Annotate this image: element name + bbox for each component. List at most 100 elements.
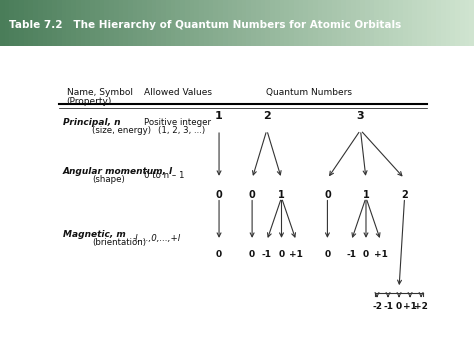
Bar bbox=[356, 0, 360, 46]
Bar bbox=[147, 0, 152, 46]
Bar bbox=[403, 0, 408, 46]
Bar bbox=[427, 0, 431, 46]
Bar bbox=[351, 0, 356, 46]
Bar bbox=[118, 0, 123, 46]
Bar bbox=[408, 0, 412, 46]
Bar bbox=[213, 0, 218, 46]
Bar bbox=[422, 0, 427, 46]
Bar bbox=[237, 0, 242, 46]
Bar bbox=[100, 0, 104, 46]
Bar bbox=[365, 0, 370, 46]
Text: (1, 2, 3, ...): (1, 2, 3, ...) bbox=[158, 126, 206, 135]
Bar bbox=[190, 0, 194, 46]
Bar bbox=[398, 0, 403, 46]
Bar bbox=[76, 0, 81, 46]
Bar bbox=[446, 0, 450, 46]
Text: 2: 2 bbox=[263, 111, 271, 121]
Text: 0: 0 bbox=[278, 250, 284, 260]
Bar bbox=[218, 0, 223, 46]
Text: (Property): (Property) bbox=[66, 97, 112, 106]
Bar bbox=[66, 0, 71, 46]
Bar bbox=[28, 0, 33, 46]
Bar bbox=[469, 0, 474, 46]
Bar bbox=[374, 0, 379, 46]
Bar bbox=[0, 0, 5, 46]
Bar bbox=[327, 0, 332, 46]
Bar bbox=[431, 0, 436, 46]
Bar bbox=[318, 0, 322, 46]
Bar bbox=[280, 0, 284, 46]
Bar bbox=[246, 0, 251, 46]
Bar bbox=[346, 0, 351, 46]
Bar bbox=[38, 0, 43, 46]
Bar bbox=[62, 0, 66, 46]
Bar bbox=[194, 0, 199, 46]
Text: Positive integer: Positive integer bbox=[144, 118, 211, 127]
Bar bbox=[242, 0, 246, 46]
Bar bbox=[393, 0, 398, 46]
Text: 0: 0 bbox=[324, 250, 330, 260]
Bar bbox=[171, 0, 175, 46]
Text: Name, Symbol: Name, Symbol bbox=[66, 88, 133, 97]
Bar bbox=[5, 0, 9, 46]
Bar bbox=[90, 0, 95, 46]
Bar bbox=[128, 0, 133, 46]
Text: +2: +2 bbox=[414, 302, 428, 311]
Bar bbox=[332, 0, 337, 46]
Bar bbox=[95, 0, 100, 46]
Bar bbox=[223, 0, 228, 46]
Text: 0: 0 bbox=[216, 190, 222, 200]
Bar bbox=[379, 0, 384, 46]
Text: 0: 0 bbox=[363, 250, 369, 260]
Bar bbox=[137, 0, 142, 46]
Text: 0 to n – 1: 0 to n – 1 bbox=[144, 171, 184, 180]
Bar bbox=[19, 0, 24, 46]
Text: -1: -1 bbox=[346, 250, 356, 260]
Text: Table 7.2   The Hierarchy of Quantum Numbers for Atomic Orbitals: Table 7.2 The Hierarchy of Quantum Numbe… bbox=[9, 20, 402, 31]
Bar bbox=[389, 0, 393, 46]
Bar bbox=[43, 0, 47, 46]
Bar bbox=[85, 0, 90, 46]
Bar bbox=[261, 0, 265, 46]
Text: (size, energy): (size, energy) bbox=[92, 126, 151, 135]
Text: 0: 0 bbox=[249, 190, 255, 200]
Bar bbox=[337, 0, 341, 46]
Text: 1: 1 bbox=[278, 190, 285, 200]
Bar bbox=[109, 0, 114, 46]
Text: +1: +1 bbox=[403, 302, 417, 311]
Bar bbox=[9, 0, 14, 46]
Bar bbox=[114, 0, 118, 46]
Bar bbox=[455, 0, 460, 46]
Bar bbox=[370, 0, 374, 46]
Bar bbox=[360, 0, 365, 46]
Text: (brientation): (brientation) bbox=[92, 238, 146, 247]
Text: 1: 1 bbox=[363, 190, 369, 200]
Bar bbox=[299, 0, 303, 46]
Bar bbox=[133, 0, 137, 46]
Text: 1: 1 bbox=[215, 111, 223, 121]
Bar bbox=[256, 0, 261, 46]
Bar bbox=[412, 0, 417, 46]
Bar bbox=[341, 0, 346, 46]
Bar bbox=[104, 0, 109, 46]
Bar bbox=[251, 0, 256, 46]
Bar bbox=[199, 0, 204, 46]
Bar bbox=[52, 0, 57, 46]
Bar bbox=[142, 0, 147, 46]
Bar bbox=[185, 0, 190, 46]
Bar bbox=[81, 0, 85, 46]
Bar bbox=[294, 0, 299, 46]
Bar bbox=[123, 0, 128, 46]
Bar bbox=[270, 0, 275, 46]
Bar bbox=[57, 0, 62, 46]
Bar bbox=[24, 0, 28, 46]
Bar bbox=[417, 0, 422, 46]
Text: Angular momentum, l: Angular momentum, l bbox=[63, 167, 173, 176]
Text: 0: 0 bbox=[324, 190, 331, 200]
Text: 0: 0 bbox=[396, 302, 402, 311]
Bar bbox=[161, 0, 166, 46]
Text: 2: 2 bbox=[401, 190, 408, 200]
Bar bbox=[284, 0, 289, 46]
Bar bbox=[441, 0, 446, 46]
Text: 0: 0 bbox=[216, 250, 222, 260]
